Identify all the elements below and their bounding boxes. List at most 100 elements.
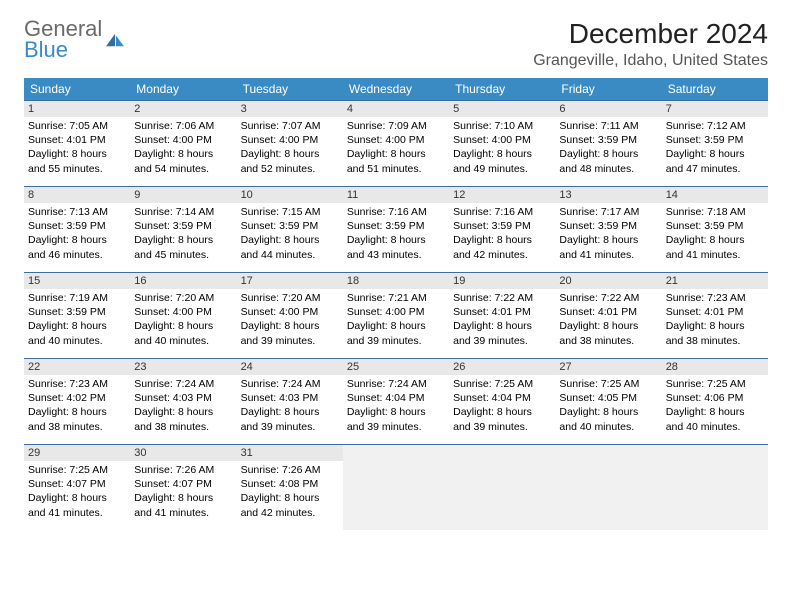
day-number: 19 — [449, 272, 555, 289]
sunset-line: Sunset: 3:59 PM — [28, 305, 126, 319]
daylight-line: Daylight: 8 hours and 40 minutes. — [28, 319, 126, 347]
logo-sail-icon — [104, 32, 126, 48]
calendar-day-cell: 7Sunrise: 7:12 AMSunset: 3:59 PMDaylight… — [662, 100, 768, 186]
calendar-day-cell: 23Sunrise: 7:24 AMSunset: 4:03 PMDayligh… — [130, 358, 236, 444]
day-details: Sunrise: 7:06 AMSunset: 4:00 PMDaylight:… — [130, 117, 236, 176]
day-details: Sunrise: 7:11 AMSunset: 3:59 PMDaylight:… — [555, 117, 661, 176]
sunset-line: Sunset: 3:59 PM — [453, 219, 551, 233]
month-title: December 2024 — [533, 18, 768, 50]
day-details: Sunrise: 7:19 AMSunset: 3:59 PMDaylight:… — [24, 289, 130, 348]
sunset-line: Sunset: 3:59 PM — [241, 219, 339, 233]
day-details: Sunrise: 7:24 AMSunset: 4:04 PMDaylight:… — [343, 375, 449, 434]
sunrise-line: Sunrise: 7:26 AM — [134, 463, 232, 477]
sunset-line: Sunset: 4:08 PM — [241, 477, 339, 491]
day-number: 16 — [130, 272, 236, 289]
calendar-week-row: 29Sunrise: 7:25 AMSunset: 4:07 PMDayligh… — [24, 444, 768, 530]
day-number: 25 — [343, 358, 449, 375]
daylight-line: Daylight: 8 hours and 45 minutes. — [134, 233, 232, 261]
sunrise-line: Sunrise: 7:24 AM — [347, 377, 445, 391]
day-details: Sunrise: 7:16 AMSunset: 3:59 PMDaylight:… — [343, 203, 449, 262]
sunset-line: Sunset: 4:03 PM — [134, 391, 232, 405]
daylight-line: Daylight: 8 hours and 38 minutes. — [28, 405, 126, 433]
sunset-line: Sunset: 3:59 PM — [666, 133, 764, 147]
calendar-day-cell — [555, 444, 661, 530]
logo-text-blue: Blue — [24, 39, 102, 61]
sunset-line: Sunset: 4:01 PM — [559, 305, 657, 319]
day-number: 13 — [555, 186, 661, 203]
sunset-line: Sunset: 4:03 PM — [241, 391, 339, 405]
calendar-day-cell: 9Sunrise: 7:14 AMSunset: 3:59 PMDaylight… — [130, 186, 236, 272]
location-subtitle: Grangeville, Idaho, United States — [533, 52, 768, 70]
sunrise-line: Sunrise: 7:12 AM — [666, 119, 764, 133]
daylight-line: Daylight: 8 hours and 38 minutes. — [559, 319, 657, 347]
day-details: Sunrise: 7:20 AMSunset: 4:00 PMDaylight:… — [237, 289, 343, 348]
sunset-line: Sunset: 3:59 PM — [666, 219, 764, 233]
sunrise-line: Sunrise: 7:06 AM — [134, 119, 232, 133]
daylight-line: Daylight: 8 hours and 51 minutes. — [347, 147, 445, 175]
day-number: 28 — [662, 358, 768, 375]
sunrise-line: Sunrise: 7:25 AM — [666, 377, 764, 391]
sunrise-line: Sunrise: 7:24 AM — [241, 377, 339, 391]
calendar-day-cell — [343, 444, 449, 530]
calendar-day-cell: 8Sunrise: 7:13 AMSunset: 3:59 PMDaylight… — [24, 186, 130, 272]
day-number: 31 — [237, 444, 343, 461]
daylight-line: Daylight: 8 hours and 49 minutes. — [453, 147, 551, 175]
daylight-line: Daylight: 8 hours and 41 minutes. — [134, 491, 232, 519]
calendar-day-cell: 12Sunrise: 7:16 AMSunset: 3:59 PMDayligh… — [449, 186, 555, 272]
daylight-line: Daylight: 8 hours and 48 minutes. — [559, 147, 657, 175]
sunrise-line: Sunrise: 7:13 AM — [28, 205, 126, 219]
calendar-day-cell: 11Sunrise: 7:16 AMSunset: 3:59 PMDayligh… — [343, 186, 449, 272]
day-details: Sunrise: 7:15 AMSunset: 3:59 PMDaylight:… — [237, 203, 343, 262]
calendar-week-row: 22Sunrise: 7:23 AMSunset: 4:02 PMDayligh… — [24, 358, 768, 444]
day-details: Sunrise: 7:16 AMSunset: 3:59 PMDaylight:… — [449, 203, 555, 262]
calendar-day-cell: 13Sunrise: 7:17 AMSunset: 3:59 PMDayligh… — [555, 186, 661, 272]
day-details: Sunrise: 7:17 AMSunset: 3:59 PMDaylight:… — [555, 203, 661, 262]
sunset-line: Sunset: 4:00 PM — [241, 133, 339, 147]
daylight-line: Daylight: 8 hours and 46 minutes. — [28, 233, 126, 261]
sunrise-line: Sunrise: 7:16 AM — [347, 205, 445, 219]
sunrise-line: Sunrise: 7:17 AM — [559, 205, 657, 219]
daylight-line: Daylight: 8 hours and 44 minutes. — [241, 233, 339, 261]
logo: General Blue — [24, 18, 126, 61]
day-number: 22 — [24, 358, 130, 375]
daylight-line: Daylight: 8 hours and 40 minutes. — [559, 405, 657, 433]
calendar-week-row: 8Sunrise: 7:13 AMSunset: 3:59 PMDaylight… — [24, 186, 768, 272]
sunrise-line: Sunrise: 7:11 AM — [559, 119, 657, 133]
calendar-day-cell: 26Sunrise: 7:25 AMSunset: 4:04 PMDayligh… — [449, 358, 555, 444]
day-number: 23 — [130, 358, 236, 375]
daylight-line: Daylight: 8 hours and 38 minutes. — [134, 405, 232, 433]
daylight-line: Daylight: 8 hours and 39 minutes. — [241, 319, 339, 347]
sunrise-line: Sunrise: 7:14 AM — [134, 205, 232, 219]
sunrise-line: Sunrise: 7:23 AM — [28, 377, 126, 391]
calendar-day-cell: 17Sunrise: 7:20 AMSunset: 4:00 PMDayligh… — [237, 272, 343, 358]
sunset-line: Sunset: 4:01 PM — [666, 305, 764, 319]
day-details: Sunrise: 7:14 AMSunset: 3:59 PMDaylight:… — [130, 203, 236, 262]
calendar-day-cell: 24Sunrise: 7:24 AMSunset: 4:03 PMDayligh… — [237, 358, 343, 444]
sunset-line: Sunset: 4:01 PM — [453, 305, 551, 319]
calendar-day-cell: 31Sunrise: 7:26 AMSunset: 4:08 PMDayligh… — [237, 444, 343, 530]
sunset-line: Sunset: 4:00 PM — [453, 133, 551, 147]
day-number: 27 — [555, 358, 661, 375]
calendar-day-cell: 3Sunrise: 7:07 AMSunset: 4:00 PMDaylight… — [237, 100, 343, 186]
calendar-header-row: SundayMondayTuesdayWednesdayThursdayFrid… — [24, 78, 768, 100]
weekday-header: Thursday — [449, 78, 555, 100]
day-details: Sunrise: 7:26 AMSunset: 4:08 PMDaylight:… — [237, 461, 343, 520]
page-header: General Blue December 2024 Grangeville, … — [24, 18, 768, 70]
day-details: Sunrise: 7:05 AMSunset: 4:01 PMDaylight:… — [24, 117, 130, 176]
daylight-line: Daylight: 8 hours and 39 minutes. — [453, 405, 551, 433]
sunrise-line: Sunrise: 7:25 AM — [559, 377, 657, 391]
day-number: 30 — [130, 444, 236, 461]
calendar-day-cell: 2Sunrise: 7:06 AMSunset: 4:00 PMDaylight… — [130, 100, 236, 186]
day-number: 21 — [662, 272, 768, 289]
weekday-header: Tuesday — [237, 78, 343, 100]
title-block: December 2024 Grangeville, Idaho, United… — [533, 18, 768, 70]
daylight-line: Daylight: 8 hours and 41 minutes. — [666, 233, 764, 261]
sunrise-line: Sunrise: 7:05 AM — [28, 119, 126, 133]
sunrise-line: Sunrise: 7:20 AM — [241, 291, 339, 305]
sunset-line: Sunset: 4:07 PM — [134, 477, 232, 491]
sunset-line: Sunset: 4:00 PM — [241, 305, 339, 319]
calendar-day-cell: 19Sunrise: 7:22 AMSunset: 4:01 PMDayligh… — [449, 272, 555, 358]
calendar-week-row: 15Sunrise: 7:19 AMSunset: 3:59 PMDayligh… — [24, 272, 768, 358]
sunset-line: Sunset: 4:00 PM — [347, 305, 445, 319]
calendar-day-cell: 28Sunrise: 7:25 AMSunset: 4:06 PMDayligh… — [662, 358, 768, 444]
